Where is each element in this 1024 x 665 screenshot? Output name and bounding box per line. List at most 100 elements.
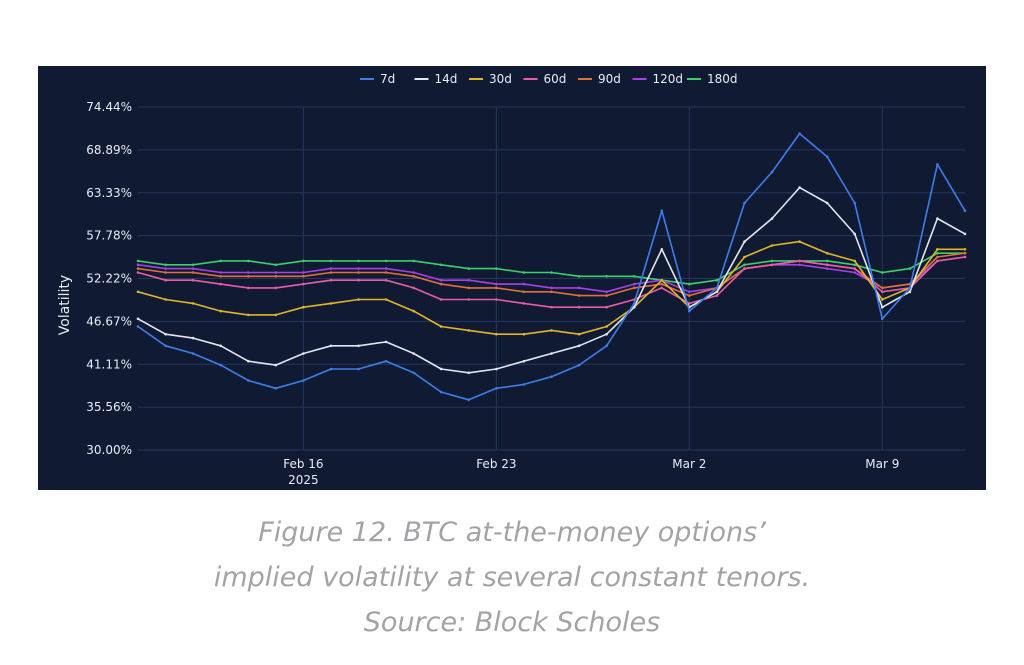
data-point-7d [164, 344, 167, 348]
data-point-90d [881, 286, 884, 290]
data-point-180d [770, 259, 774, 263]
data-point-120d [577, 286, 581, 290]
data-point-7d [302, 379, 305, 382]
data-point-90d [439, 282, 443, 286]
legend-label: 14d [435, 72, 458, 86]
data-point-180d [715, 278, 719, 282]
data-point-90d [412, 275, 416, 278]
data-point-120d [825, 267, 829, 270]
data-point-60d [825, 263, 829, 267]
data-point-7d [495, 387, 498, 390]
data-point-14d [329, 344, 333, 348]
data-point-14d [164, 332, 167, 336]
legend-item-60d[interactable]: 60d [523, 72, 567, 86]
data-point-30d [522, 332, 526, 336]
data-point-30d [247, 313, 250, 317]
data-point-60d [770, 263, 774, 267]
data-point-30d [329, 302, 333, 305]
data-point-180d [853, 263, 856, 267]
data-point-120d [219, 271, 222, 274]
data-point-120d [688, 290, 691, 294]
data-point-90d [577, 294, 581, 297]
data-point-60d [936, 259, 939, 263]
data-point-7d [908, 286, 912, 290]
data-point-60d [798, 259, 801, 263]
legend-item-14d[interactable]: 14d [414, 72, 458, 86]
x-tick-label: Mar 9 [865, 457, 899, 471]
data-point-14d [577, 344, 581, 348]
data-point-180d [439, 263, 443, 267]
x-tick-sublabel: 2025 [288, 473, 319, 487]
data-point-30d [605, 325, 608, 328]
data-point-60d [136, 271, 140, 274]
data-point-30d [936, 248, 939, 251]
data-point-180d [881, 271, 884, 274]
y-tick-label: 68.89% [86, 143, 132, 157]
data-point-7d [274, 387, 278, 390]
data-point-120d [164, 267, 167, 270]
data-point-60d [715, 294, 719, 297]
data-point-120d [384, 267, 388, 270]
data-point-120d [247, 271, 250, 274]
data-point-14d [219, 344, 222, 348]
data-point-30d [274, 313, 278, 317]
legend-item-30d[interactable]: 30d [469, 72, 512, 86]
x-axis-ticks: Feb 16 2025 Feb 23 Mar 2 Mar 9 [283, 457, 899, 487]
legend-item-90d[interactable]: 90d [578, 72, 621, 86]
data-point-90d [136, 267, 140, 270]
data-point-7d [247, 379, 250, 382]
legend-item-120d[interactable]: 120d [632, 72, 684, 86]
data-point-90d [963, 251, 967, 255]
x-tick-label: Feb 23 [476, 457, 516, 471]
legend-label: 180d [707, 72, 738, 86]
data-point-14d [798, 186, 801, 189]
data-point-120d [632, 282, 636, 286]
data-point-180d [743, 263, 746, 267]
data-point-60d [302, 282, 305, 286]
data-point-7d [412, 371, 416, 375]
data-point-7d [136, 325, 140, 328]
data-point-7d [605, 344, 608, 348]
data-point-14d [467, 371, 471, 375]
data-point-90d [219, 275, 222, 278]
data-point-60d [274, 286, 278, 290]
data-point-180d [495, 267, 498, 270]
data-point-30d [770, 244, 774, 247]
data-point-90d [247, 275, 250, 278]
data-point-60d [329, 278, 333, 282]
data-point-14d [412, 352, 416, 355]
data-point-7d [881, 317, 884, 321]
data-point-180d [191, 263, 195, 267]
data-point-90d [302, 275, 305, 278]
data-point-180d [688, 282, 691, 286]
data-point-180d [605, 275, 608, 278]
legend-item-7d[interactable]: 7d [360, 72, 395, 86]
data-point-60d [412, 286, 416, 290]
data-point-120d [274, 271, 278, 274]
data-point-60d [743, 267, 746, 270]
legend-label: 7d [380, 72, 395, 86]
data-point-7d [577, 363, 581, 367]
data-point-180d [384, 259, 388, 263]
data-point-180d [412, 259, 416, 263]
data-point-120d [467, 278, 471, 282]
data-point-90d [550, 290, 553, 294]
legend-item-180d[interactable]: 180d [687, 72, 738, 86]
data-point-7d [219, 363, 222, 367]
figure-caption: Figure 12. BTC at-the-money options’ imp… [0, 510, 1024, 645]
data-point-120d [495, 282, 498, 286]
data-point-30d [798, 240, 801, 243]
data-point-14d [357, 344, 360, 348]
data-point-7d [522, 383, 526, 386]
data-point-60d [881, 290, 884, 294]
data-point-60d [495, 298, 498, 301]
legend: 7d 14d 30d 60d 90d 120d 180d [360, 72, 738, 86]
data-point-14d [881, 305, 884, 309]
data-point-120d [329, 267, 333, 270]
data-point-90d [467, 286, 471, 290]
data-point-60d [605, 305, 608, 309]
data-point-30d [743, 255, 746, 259]
data-point-120d [191, 267, 195, 270]
data-point-60d [963, 255, 967, 259]
data-point-120d [605, 290, 608, 294]
